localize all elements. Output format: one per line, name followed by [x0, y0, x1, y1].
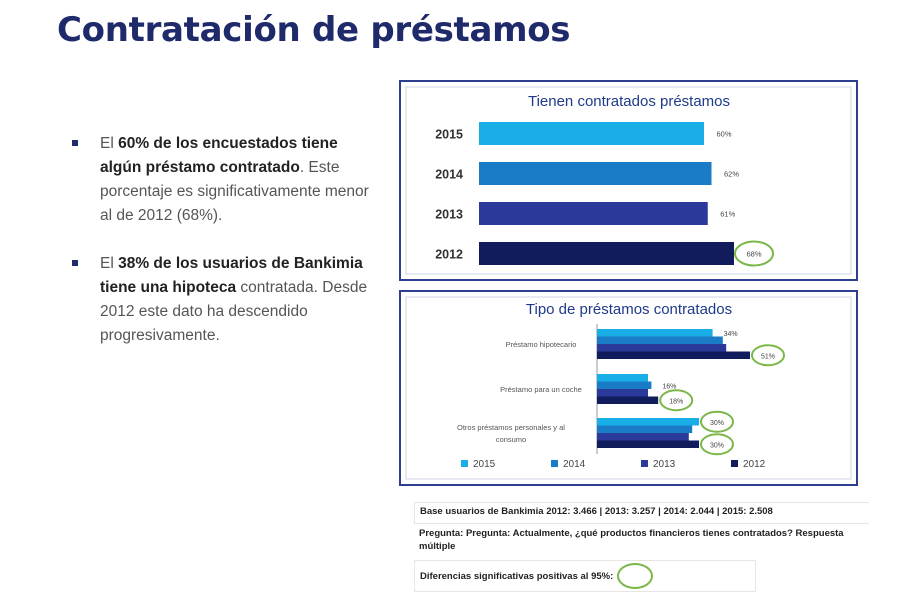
- highlight-circle-icon: [734, 240, 774, 267]
- bullet-item: El 60% de los encuestados tiene algún pr…: [72, 132, 372, 228]
- chart-panel-loans: Tienen contratados préstamos 2015 60% 2014 6…: [399, 80, 858, 281]
- bar-2014: [479, 162, 712, 185]
- loans-bar-chart: Tienen contratados préstamos 2015 60% 2014 6…: [405, 86, 852, 275]
- bar-2015: [597, 418, 699, 426]
- page-title: Contratación de préstamos: [57, 10, 571, 50]
- bullet-list: El 60% de los encuestados tiene algún pr…: [72, 132, 372, 372]
- chart-panel-loan-types: Tipo de préstamos contratados Préstamo hi…: [399, 290, 858, 486]
- category-label: 2014: [435, 168, 463, 182]
- footer-base: Base usuarios de Bankimia 2012: 3.466 | …: [414, 502, 869, 524]
- bar-2015: [597, 374, 648, 382]
- legend-label: 2015: [473, 459, 496, 470]
- bullet-text-pre: El: [100, 255, 119, 272]
- data-label: 51%: [761, 353, 775, 360]
- footer-significance: Diferencias significativas positivas al …: [414, 560, 756, 592]
- legend-label: 2013: [653, 459, 676, 470]
- legend-label: 2012: [743, 459, 766, 470]
- category-label: 2013: [435, 208, 463, 222]
- bar-2014: [597, 381, 652, 389]
- bar-2012: [479, 242, 734, 265]
- data-label: 18%: [669, 398, 683, 405]
- highlight-circle-icon: [751, 344, 785, 367]
- bar-2012: [597, 440, 699, 448]
- highlight-circle-icon: [700, 433, 734, 456]
- bar-2012: [597, 396, 659, 404]
- category-label: 2015: [435, 128, 463, 142]
- data-label: 30%: [710, 442, 724, 449]
- bar-2013: [597, 433, 689, 441]
- bullet-text-pre: El: [100, 135, 119, 152]
- footer-question: Pregunta: Pregunta: Actualmente, ¿qué pr…: [419, 528, 844, 552]
- category-label: Préstamo para un coche: [500, 385, 582, 394]
- bullet-text-post: . Este porcentaje es significativamente …: [100, 159, 369, 224]
- category-label: Otros préstamos personales y al: [457, 423, 565, 432]
- bar-2014: [597, 336, 723, 344]
- legend-swatch: [731, 460, 738, 467]
- data-label: 68%: [746, 250, 761, 259]
- legend-swatch: [641, 460, 648, 467]
- bullet-text-strong: 38% de los usuarios de Bankimia tiene un…: [100, 255, 363, 296]
- data-label: 60%: [716, 130, 731, 139]
- bar-2015: [479, 122, 704, 145]
- bullet-text-strong: 60% de los encuestados tiene algún prést…: [100, 135, 338, 176]
- loan-types-bar-chart: Tipo de préstamos contratados Préstamo hi…: [405, 296, 852, 480]
- data-label: 34%: [724, 331, 738, 338]
- bullet-item: El 38% de los usuarios de Bankimia tiene…: [72, 252, 372, 348]
- highlight-circle-icon: [659, 389, 694, 412]
- bar-2013: [479, 202, 708, 225]
- chart-title: Tienen contratados préstamos: [528, 93, 730, 110]
- category-label: Préstamo hipotecario: [506, 340, 577, 349]
- data-label: 62%: [724, 170, 739, 179]
- data-label: 16%: [662, 383, 676, 390]
- bar-2015: [597, 329, 713, 337]
- category-label: consumo: [496, 435, 526, 444]
- bullet-text-post: contratada. Desde 2012 este dato ha desc…: [100, 279, 368, 344]
- data-label: 61%: [720, 210, 735, 219]
- bar-2013: [597, 389, 648, 397]
- highlight-circle-icon: [700, 410, 734, 433]
- legend-label: 2014: [563, 459, 586, 470]
- legend-swatch: [461, 460, 468, 467]
- significance-circle-icon: [617, 563, 654, 589]
- legend-swatch: [551, 460, 558, 467]
- bar-2013: [597, 344, 727, 352]
- chart-title: Tipo de préstamos contratados: [526, 301, 732, 318]
- data-label: 30%: [710, 420, 724, 427]
- category-label: 2012: [435, 248, 463, 262]
- bar-2014: [597, 425, 693, 433]
- bar-2012: [597, 351, 750, 359]
